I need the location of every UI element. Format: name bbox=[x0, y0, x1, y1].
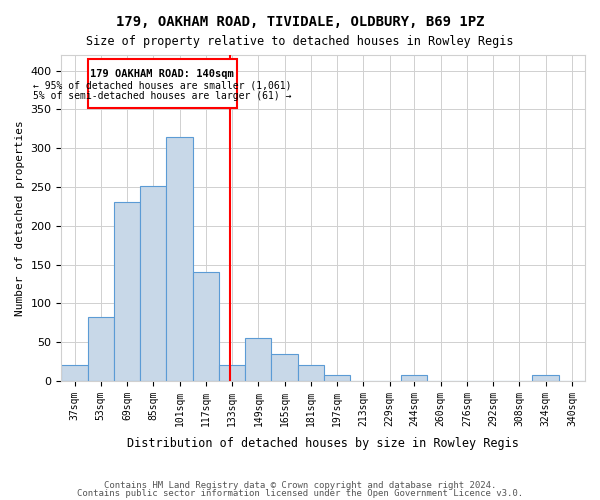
Text: ← 95% of detached houses are smaller (1,061): ← 95% of detached houses are smaller (1,… bbox=[33, 80, 292, 90]
Bar bbox=[140, 186, 166, 381]
Bar bbox=[532, 374, 559, 381]
X-axis label: Distribution of detached houses by size in Rowley Regis: Distribution of detached houses by size … bbox=[127, 437, 519, 450]
Bar bbox=[88, 316, 114, 381]
Bar bbox=[298, 366, 324, 381]
Text: Size of property relative to detached houses in Rowley Regis: Size of property relative to detached ho… bbox=[86, 35, 514, 48]
Text: Contains public sector information licensed under the Open Government Licence v3: Contains public sector information licen… bbox=[77, 488, 523, 498]
Bar bbox=[193, 272, 219, 381]
Text: 179 OAKHAM ROAD: 140sqm: 179 OAKHAM ROAD: 140sqm bbox=[91, 69, 234, 79]
Bar bbox=[271, 354, 298, 381]
Bar bbox=[324, 374, 350, 381]
Y-axis label: Number of detached properties: Number of detached properties bbox=[15, 120, 25, 316]
FancyBboxPatch shape bbox=[88, 59, 237, 108]
Bar bbox=[61, 366, 88, 381]
Bar bbox=[245, 338, 271, 381]
Text: Contains HM Land Registry data © Crown copyright and database right 2024.: Contains HM Land Registry data © Crown c… bbox=[104, 481, 496, 490]
Bar bbox=[166, 138, 193, 381]
Text: 5% of semi-detached houses are larger (61) →: 5% of semi-detached houses are larger (6… bbox=[33, 90, 292, 101]
Text: 179, OAKHAM ROAD, TIVIDALE, OLDBURY, B69 1PZ: 179, OAKHAM ROAD, TIVIDALE, OLDBURY, B69… bbox=[116, 15, 484, 29]
Bar bbox=[219, 366, 245, 381]
Bar bbox=[114, 202, 140, 381]
Bar bbox=[401, 374, 427, 381]
